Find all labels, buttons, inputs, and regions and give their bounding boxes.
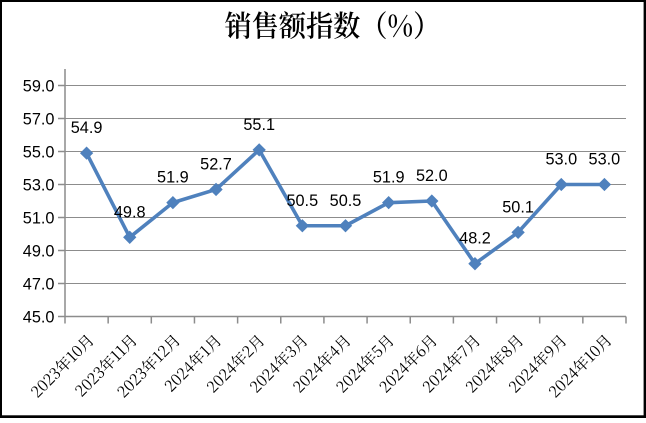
svg-text:53.0: 53.0 (589, 151, 621, 169)
svg-text:55.1: 55.1 (243, 116, 275, 134)
svg-text:57.0: 57.0 (23, 111, 55, 129)
svg-text:52.7: 52.7 (200, 155, 232, 173)
svg-text:45.0: 45.0 (23, 309, 55, 327)
svg-text:51.9: 51.9 (157, 169, 189, 187)
svg-text:50.5: 50.5 (286, 192, 318, 210)
svg-text:54.9: 54.9 (71, 119, 103, 137)
svg-text:59.0: 59.0 (23, 78, 55, 96)
svg-text:50.5: 50.5 (330, 192, 362, 210)
svg-text:51.9: 51.9 (373, 169, 405, 187)
svg-text:48.2: 48.2 (459, 230, 491, 248)
svg-text:51.0: 51.0 (23, 210, 55, 228)
svg-text:53.0: 53.0 (545, 151, 577, 169)
svg-text:49.0: 49.0 (23, 243, 55, 261)
svg-text:50.1: 50.1 (502, 198, 534, 216)
svg-text:47.0: 47.0 (23, 276, 55, 294)
svg-text:53.0: 53.0 (23, 177, 55, 195)
svg-text:49.8: 49.8 (114, 203, 146, 221)
svg-text:55.0: 55.0 (23, 144, 55, 162)
svg-text:52.0: 52.0 (416, 167, 448, 185)
